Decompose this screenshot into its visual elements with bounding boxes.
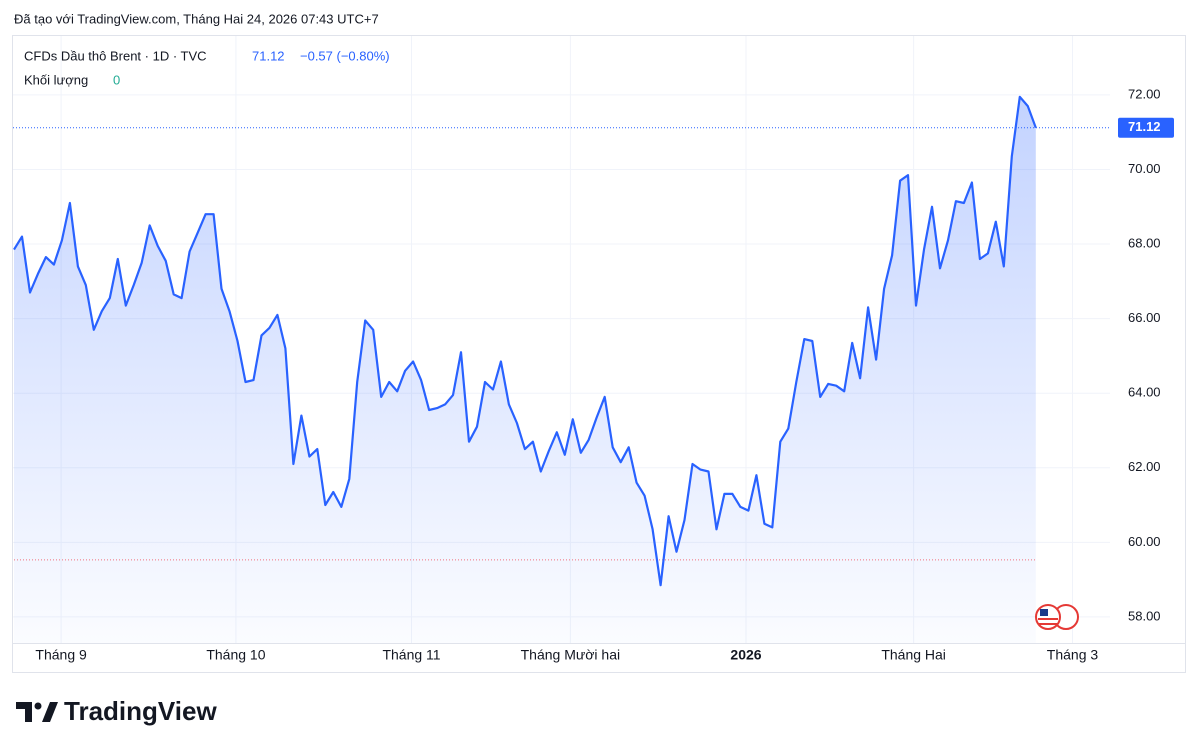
last-price: 71.12 [252,48,285,63]
x-tick-label: Tháng 3 [1047,647,1099,663]
created-note: Đã tạo với TradingView.com, Tháng Hai 24… [14,11,379,26]
x-tick-label: Tháng 9 [35,647,87,663]
x-tick-label: Tháng Mười hai [521,647,620,663]
x-tick-label: 2026 [730,647,761,663]
brand-name: TradingView [64,696,217,726]
area-fill [14,96,1036,644]
y-tick-label: 60.00 [1128,534,1161,549]
volume-label: Khối lượng [24,72,88,87]
brand-logo: TradingView [16,696,217,726]
currency-icon [1035,604,1079,630]
x-tick-label: Tháng 11 [382,647,440,663]
last-price-axis-label: 71.12 [1128,119,1161,134]
chart-frame [12,35,1186,673]
price-change: −0.57 (−0.80%) [300,48,390,63]
y-tick-label: 62.00 [1128,459,1161,474]
y-tick-label: 68.00 [1128,235,1161,250]
plot-area: 58.00 60.00 62.00 64.00 66.00 68.00 70.00 72.00… [13,36,1174,663]
x-tick-label: Tháng Hai [881,647,946,663]
y-tick-label: 72.00 [1128,86,1161,101]
x-tick-label: Tháng 10 [206,647,265,663]
symbol: CFDs Dầu thô Brent · 1D · TVC [24,48,207,63]
y-tick-label: 70.00 [1128,161,1161,176]
y-tick-label: 58.00 [1128,608,1161,623]
price-line [13,95,1037,587]
volume-value: 0 [113,72,120,87]
last-price-box [1118,117,1174,138]
y-tick-label: 66.00 [1128,310,1161,325]
y-tick-label: 64.00 [1128,385,1161,400]
